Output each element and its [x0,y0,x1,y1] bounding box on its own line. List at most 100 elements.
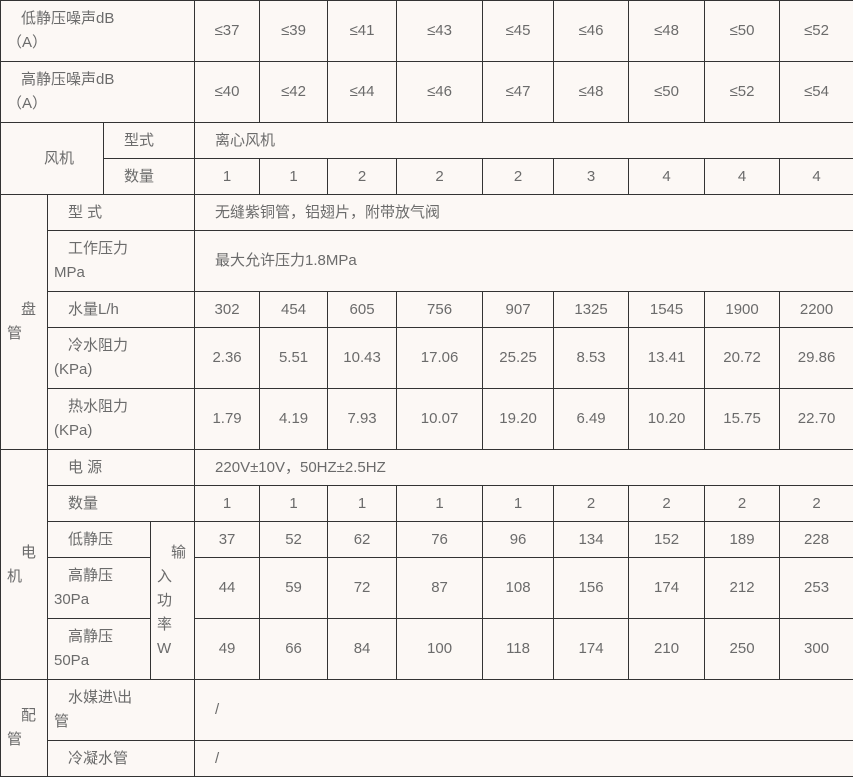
motor-high30-label: 高静压 30Pa [47,557,151,619]
coil-pressure-value: 最大允许压力1.8MPa [194,230,853,292]
fan-qty-value: 4 [704,158,781,195]
motor-qty-value: 2 [779,485,853,522]
coil-hot-value: 7.93 [327,388,398,450]
coil-group-label: 盘 管 [0,194,48,450]
coil-hot-value: 10.07 [396,388,484,450]
fan-qty-value: 3 [553,158,630,195]
piping-water-value: / [194,679,853,741]
row-fan-type: 风机 型式 离心风机 [0,122,853,195]
coil-hot-value: 6.49 [553,388,630,450]
noise-high-value: ≤40 [194,61,261,123]
noise-high-value: ≤54 [779,61,853,123]
coil-type-label: 型 式 [46,194,196,231]
noise-low-value: ≤37 [194,0,261,62]
motor-high50-value: 174 [553,618,630,680]
row-coil-flow: 水量L/h 302 454 605 756 907 1325 1545 1900… [1,291,853,328]
motor-qty-value: 1 [194,485,261,522]
motor-high50-value: 84 [327,618,398,680]
motor-low-value: 62 [327,521,398,558]
motor-high30-value: 212 [704,557,781,619]
motor-high30-value: 59 [259,557,329,619]
motor-power-label: 电 源 [46,449,196,486]
piping-water-label: 水媒进\出 管 [46,679,196,741]
motor-high50-value: 250 [704,618,781,680]
coil-hot-value: 15.75 [704,388,781,450]
coil-cold-label: 冷水阻力 (KPa) [46,327,196,389]
motor-high50-value: 66 [259,618,329,680]
motor-high50-label: 高静压 50Pa [47,618,151,680]
coil-type-value: 无缝紫铜管，铝翅片，附带放气阀 [194,194,853,231]
motor-qty-value: 2 [628,485,706,522]
motor-low-value: 189 [704,521,781,558]
coil-flow-value: 1325 [553,291,630,328]
noise-high-value: ≤50 [628,61,706,123]
coil-flow-value: 2200 [779,291,853,328]
motor-low-value: 152 [628,521,706,558]
fan-qty-value: 2 [396,158,484,195]
motor-high30-value: 156 [553,557,630,619]
motor-qty-value: 1 [327,485,398,522]
row-piping-condensate: 冷凝水管 / [1,740,853,777]
coil-hot-value: 1.79 [194,388,261,450]
noise-low-value: ≤52 [779,0,853,62]
coil-flow-value: 1545 [628,291,706,328]
motor-high50-value: 118 [482,618,555,680]
noise-high-value: ≤52 [704,61,781,123]
noise-high-value: ≤44 [327,61,398,123]
coil-flow-value: 1900 [704,291,781,328]
motor-high30-value: 253 [779,557,853,619]
noise-high-value: ≤47 [482,61,555,123]
motor-low-value: 52 [259,521,329,558]
noise-high-value: ≤48 [553,61,630,123]
noise-low-value: ≤41 [327,0,398,62]
motor-high30-value: 87 [396,557,484,619]
motor-low-value: 37 [194,521,261,558]
motor-low-value: 96 [482,521,555,558]
row-motor-power: 电 机 电 源 220V±10V，50HZ±2.5HZ [0,449,853,680]
fan-type-label: 型式 [102,122,196,159]
coil-cold-value: 10.43 [327,327,398,389]
row-coil-type: 盘 管 型 式 无缝紫铜管，铝翅片，附带放气阀 [0,194,853,450]
motor-qty-value: 1 [259,485,329,522]
motor-high50-value: 100 [396,618,484,680]
noise-low-value: ≤46 [553,0,630,62]
motor-power-value: 220V±10V，50HZ±2.5HZ [194,449,853,486]
motor-high30-value: 44 [194,557,261,619]
coil-cold-value: 2.36 [194,327,261,389]
motor-input-power-label: 输 入 功 率 W [149,521,196,680]
motor-qty-label: 数量 [46,485,196,522]
motor-high50-value: 49 [194,618,261,680]
noise-low-label: 低静压噪声dB （A） [0,0,196,62]
coil-hot-label: 热水阻力 (KPa) [46,388,196,450]
coil-cold-value: 25.25 [482,327,555,389]
motor-qty-value: 1 [482,485,555,522]
coil-hot-value: 22.70 [779,388,853,450]
noise-low-value: ≤48 [628,0,706,62]
motor-high30-value: 72 [327,557,398,619]
noise-low-value: ≤39 [259,0,329,62]
row-motor-qty: 数量 1 1 1 1 1 2 2 2 2 [1,485,853,522]
coil-pressure-label: 工作压力 MPa [46,230,196,292]
motor-low-value: 228 [779,521,853,558]
fan-qty-value: 1 [194,158,261,195]
motor-low-value: 76 [396,521,484,558]
coil-flow-value: 454 [259,291,329,328]
motor-qty-value: 1 [396,485,484,522]
fan-qty-value: 1 [259,158,329,195]
motor-low-label: 低静压 [47,521,151,558]
motor-high30-value: 108 [482,557,555,619]
coil-cold-value: 20.72 [704,327,781,389]
row-motor-high30: 高静压 30Pa 44 59 72 87 108 156 174 212 253 [1,557,853,619]
coil-hot-value: 4.19 [259,388,329,450]
fan-qty-value: 2 [327,158,398,195]
fan-group-label: 风机 [0,122,104,195]
noise-high-value: ≤46 [396,61,484,123]
row-coil-hot: 热水阻力 (KPa) 1.79 4.19 7.93 10.07 19.20 6.… [1,388,853,450]
coil-cold-value: 13.41 [628,327,706,389]
coil-hot-value: 10.20 [628,388,706,450]
row-piping-water: 配 管 水媒进\出 管 / [0,679,853,777]
coil-cold-value: 8.53 [553,327,630,389]
row-fan-qty: 数量 1 1 2 2 2 3 4 4 4 [1,158,853,195]
motor-low-value: 134 [553,521,630,558]
piping-condensate-value: / [194,740,853,777]
